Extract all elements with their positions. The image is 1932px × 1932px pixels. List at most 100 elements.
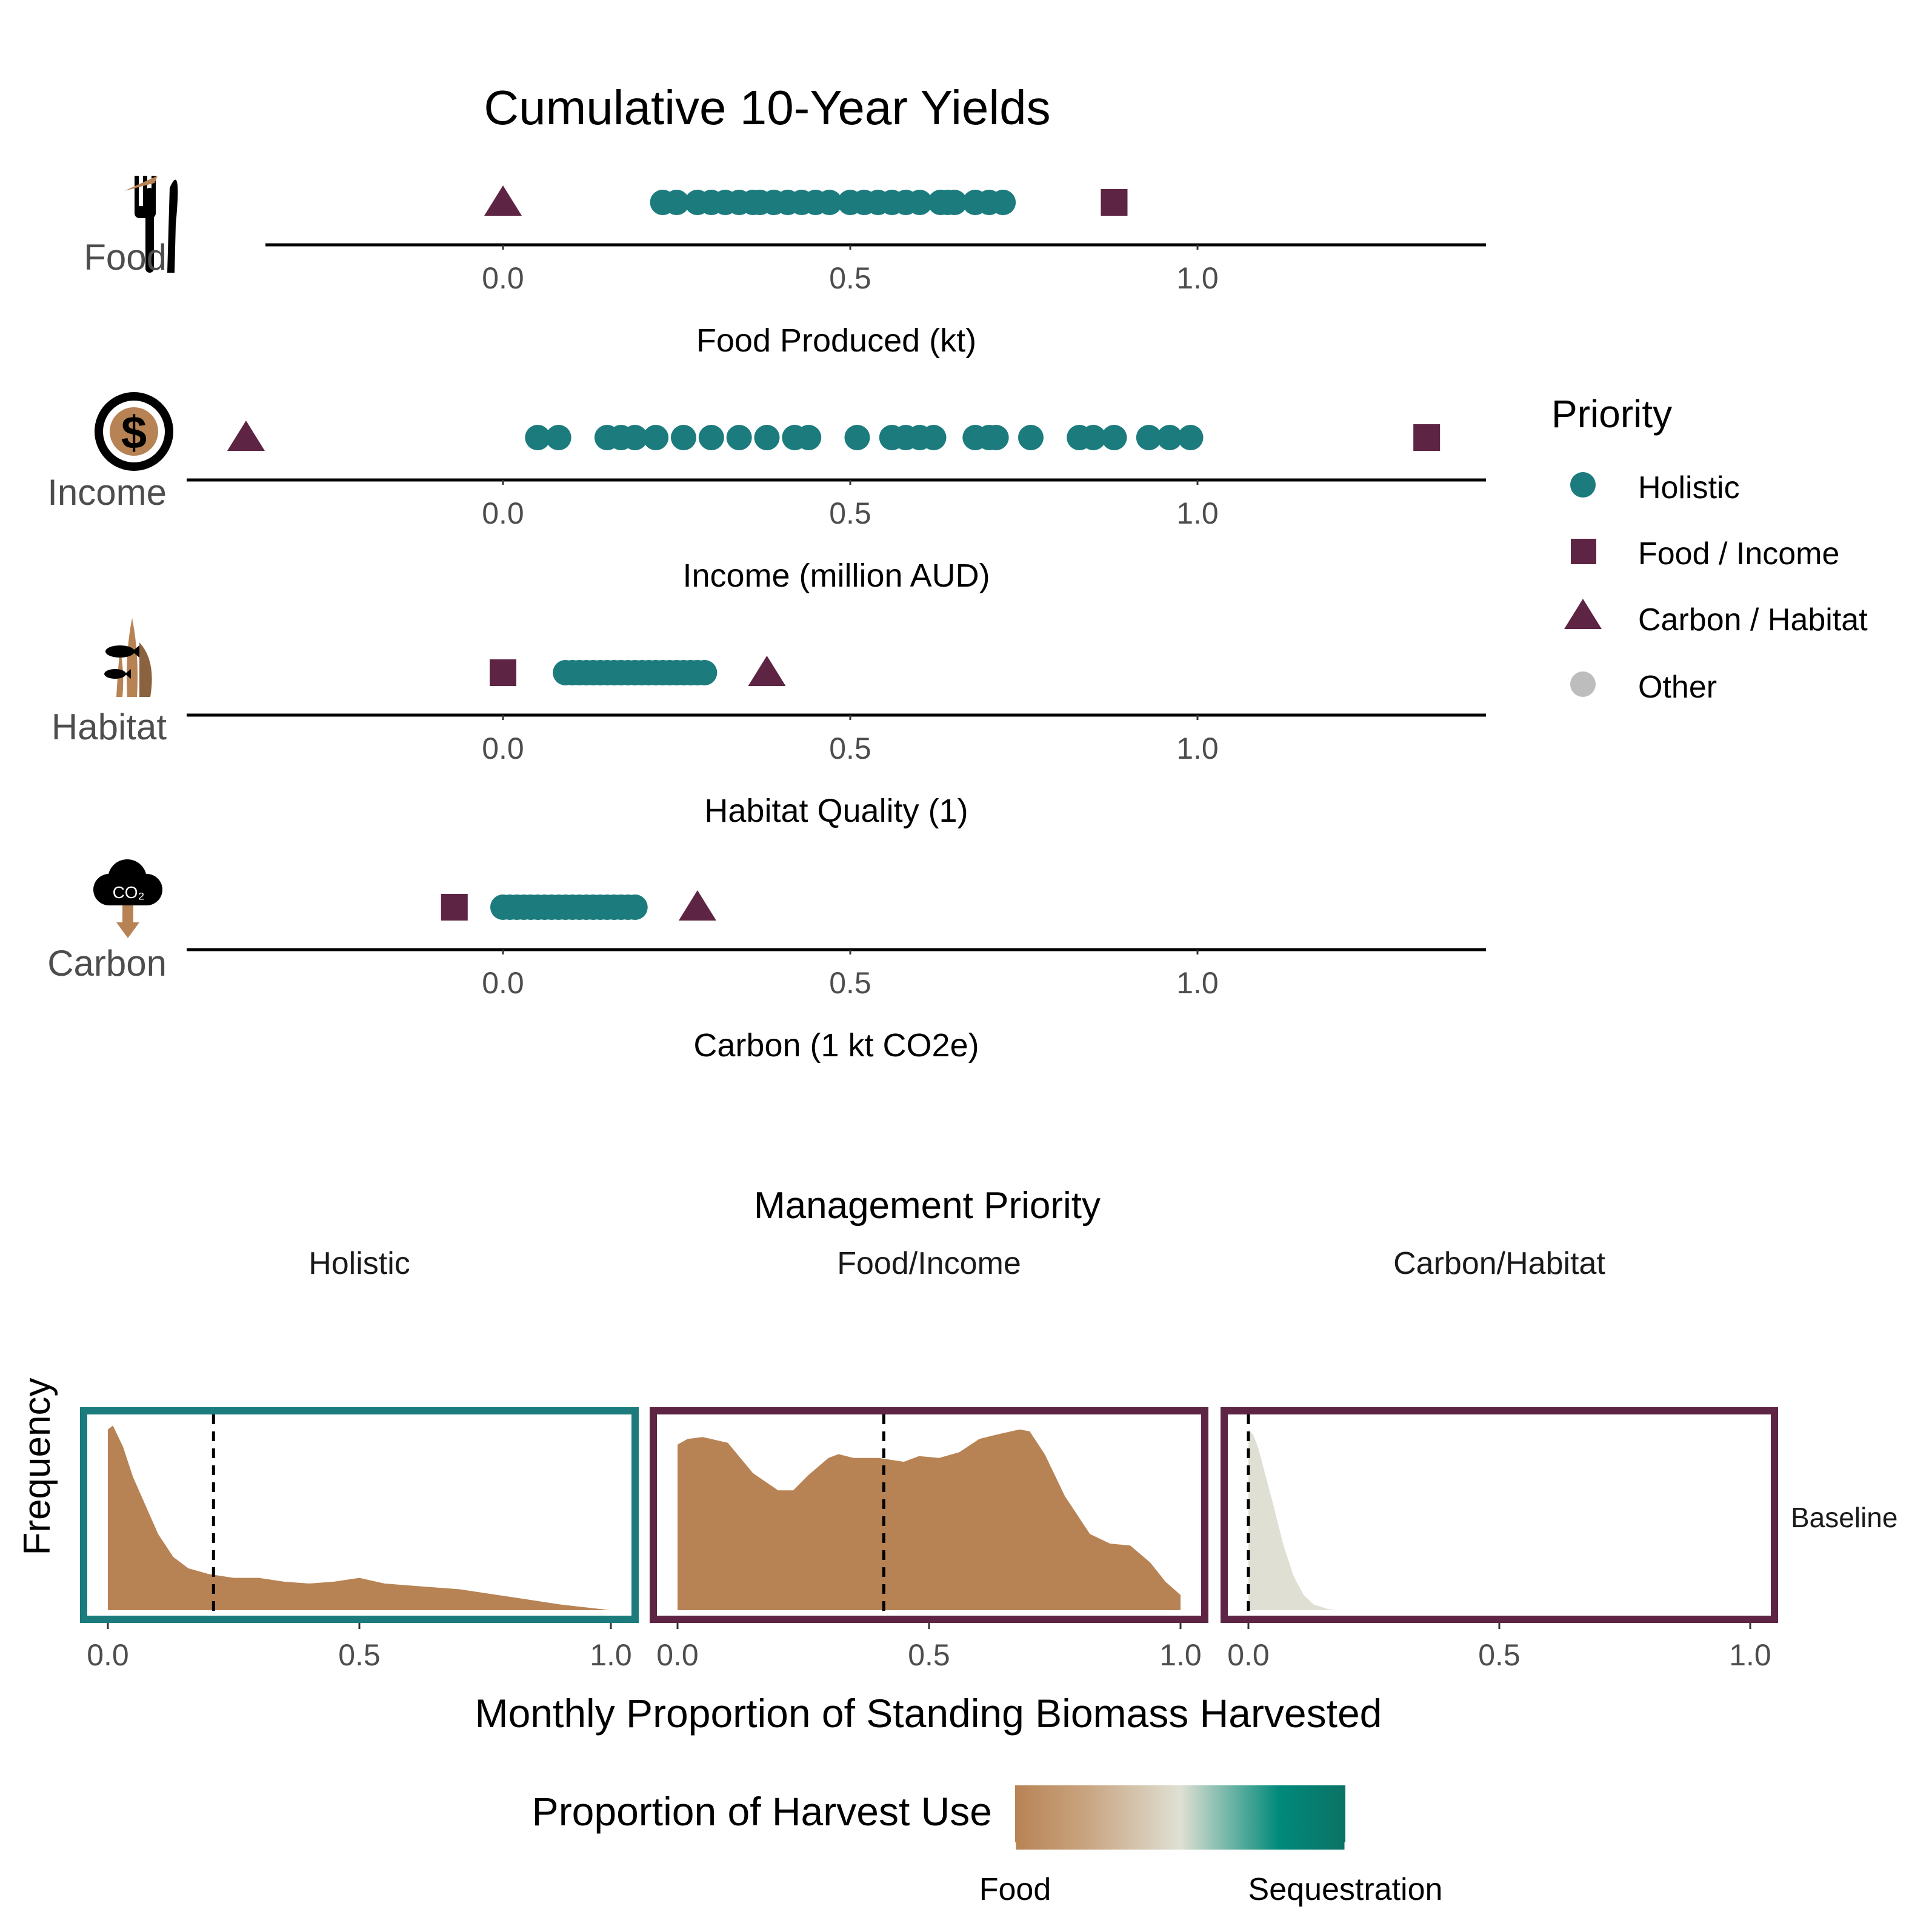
x-tick-label: 0.0 (656, 1638, 699, 1672)
panel-border (80, 1407, 639, 1623)
scatter-row-carbon: 0.0 0.5 1.0 Carbon (1 kt CO2e) Carbon (47, 890, 1486, 1064)
point-holistic (796, 425, 822, 450)
point-holistic (921, 425, 947, 450)
x-tick-label: 1.0 (1176, 261, 1219, 295)
legend-item-other: Other (1570, 670, 1717, 705)
x-tick-label: 1.0 (1729, 1638, 1771, 1672)
legend: Priority Holistic Food / Income Carbon /… (1551, 392, 1868, 705)
point-holistic (622, 894, 648, 920)
facet-label-carbon-habitat: Carbon/Habitat (1393, 1246, 1605, 1281)
x-axis-title: Food Produced (kt) (696, 322, 976, 359)
point-holistic (907, 190, 933, 215)
x-tick-label: 0.5 (829, 731, 871, 765)
point-holistic (1101, 425, 1127, 450)
point-holistic (1136, 425, 1162, 450)
point-carbon-habitat (227, 421, 265, 451)
point-holistic (664, 190, 690, 215)
legend-item-carbon-habitat: Carbon / Habitat (1564, 599, 1868, 638)
legend-key-circle-other (1570, 671, 1596, 697)
point-holistic (990, 190, 1016, 215)
row-label-income: Income (47, 472, 167, 513)
x-tick-label: 1.0 (1159, 1638, 1202, 1672)
colorbar-high-label: Sequestration (1248, 1872, 1443, 1907)
point-carbon-habitat (748, 656, 786, 686)
x-tick-label: 1.0 (1176, 966, 1219, 1000)
x-tick-label: 1.0 (590, 1638, 632, 1672)
seagrass-fish-icon (104, 618, 152, 697)
point-food-income (1413, 424, 1441, 451)
row-label-food: Food (84, 237, 167, 278)
point-holistic (983, 425, 1009, 450)
legend-key-square (1571, 539, 1596, 564)
x-tick-label: 0.0 (482, 496, 524, 530)
legend-label: Food / Income (1638, 536, 1839, 571)
point-holistic (726, 425, 752, 450)
svg-text:$: $ (121, 407, 147, 459)
point-holistic (844, 425, 870, 450)
point-holistic (622, 425, 648, 450)
x-tick-label: 0.5 (338, 1638, 381, 1672)
facet-label-holistic: Holistic (308, 1246, 410, 1281)
legend-item-holistic: Holistic (1570, 470, 1740, 505)
legend-title: Priority (1551, 392, 1672, 436)
point-holistic (1178, 425, 1204, 450)
point-holistic (1081, 425, 1107, 450)
density-panel-carbon-habitat: Carbon/Habitat 0.0 0.5 1.0 (1221, 1246, 1778, 1672)
x-tick-label: 1.0 (1176, 496, 1219, 530)
x-tick-label: 0.5 (829, 966, 871, 1000)
point-carbon-habitat (678, 890, 716, 921)
x-tick-label: 1.0 (1176, 731, 1219, 765)
colorbar-gradient (1015, 1785, 1345, 1850)
x-tick-label: 0.0 (482, 731, 524, 765)
facet-label-food-income: Food/Income (837, 1246, 1021, 1281)
x-tick-label: 0.5 (829, 261, 871, 295)
x-tick-label: 0.0 (482, 261, 524, 295)
x-tick-label: 0.5 (829, 496, 871, 530)
fork-knife-icon (124, 176, 178, 273)
point-holistic (691, 660, 718, 685)
point-holistic (941, 190, 967, 215)
density-area (1248, 1429, 1339, 1610)
co2-cloud-icon: CO₂ (93, 859, 162, 938)
x-axis-label: Monthly Proportion of Standing Biomass H… (475, 1691, 1382, 1736)
x-axis-title: Income (million AUD) (682, 558, 990, 594)
density-panel-food-income: Food/Income 0.0 0.5 1.0 (650, 1246, 1208, 1672)
x-tick-label: 0.0 (482, 966, 524, 1000)
point-food-income (490, 659, 516, 686)
row-label-habitat: Habitat (52, 707, 167, 747)
y-axis-label: Frequency (16, 1378, 58, 1556)
scatter-row-habitat: 0.0 0.5 1.0 Habitat Quality (1) Habitat (52, 656, 1486, 829)
scatter-row-food: 0.0 0.5 1.0 Food Produced (kt) Food (84, 185, 1486, 359)
point-holistic (1018, 425, 1044, 450)
svg-text:CO₂: CO₂ (113, 883, 145, 902)
point-holistic (670, 425, 696, 450)
chart-title: Cumulative 10-Year Yields (484, 81, 1050, 135)
colorbar: Proportion of Harvest Use Food Sequestra… (532, 1785, 1443, 1907)
legend-key-triangle (1564, 599, 1602, 629)
point-holistic (698, 425, 724, 450)
legend-item-food-income: Food / Income (1571, 536, 1839, 571)
density-area (678, 1429, 1181, 1610)
scatter-rows: 0.0 0.5 1.0 Food Produced (kt) Food 0.0 0.5 1.0… (47, 185, 1486, 1064)
density-panel-holistic: Holistic 0.0 0.5 1.0 (80, 1246, 639, 1672)
x-axis-title: Carbon (1 kt CO2e) (693, 1027, 979, 1064)
x-tick-label: 0.0 (1227, 1638, 1270, 1672)
density-area (108, 1425, 611, 1610)
density-title: Management Priority (754, 1185, 1101, 1227)
panel-border (650, 1407, 1208, 1623)
point-holistic (1157, 425, 1183, 450)
colorbar-low-label: Food (979, 1872, 1051, 1907)
legend-label: Holistic (1638, 470, 1740, 505)
x-tick-label: 0.0 (87, 1638, 129, 1672)
legend-label: Carbon / Habitat (1638, 602, 1868, 638)
point-holistic (545, 425, 571, 450)
x-tick-label: 0.5 (1478, 1638, 1521, 1672)
x-tick-label: 0.5 (908, 1638, 950, 1672)
x-axis-title: Habitat Quality (1) (704, 793, 968, 829)
row-label-carbon: Carbon (47, 943, 167, 984)
point-carbon-habitat (484, 185, 522, 216)
point-holistic (754, 425, 780, 450)
point-holistic (643, 425, 669, 450)
